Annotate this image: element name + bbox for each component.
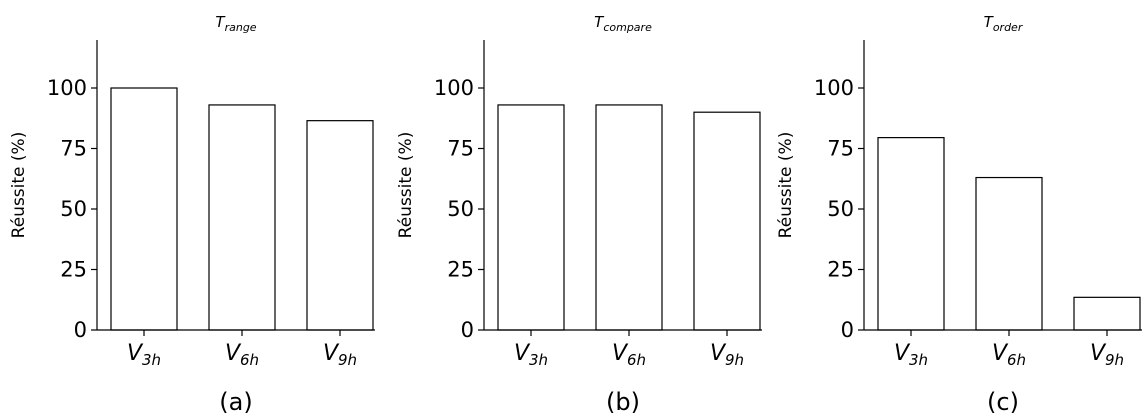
x-tick-label: V9h xyxy=(710,341,744,369)
bars xyxy=(110,87,374,331)
chart-title-sub: order xyxy=(993,21,1024,34)
y-axis-label: Réussite (%) xyxy=(9,132,29,239)
y-tick-label: 50 xyxy=(447,197,474,221)
panel-label: (a) xyxy=(219,388,252,416)
bar-V6h xyxy=(595,104,663,331)
y-tick-label: 50 xyxy=(827,197,854,221)
panel-label: (b) xyxy=(606,388,640,416)
chart-title: Tcompare xyxy=(594,13,652,34)
chart-panel-a: 0 25 50 75 100 V3h V6h V9h Trange Réussite (%)… xyxy=(9,13,375,416)
bars xyxy=(877,137,1141,331)
y-tick-label: 75 xyxy=(827,137,854,161)
y-tick-label: 25 xyxy=(447,258,474,282)
y-tick-label: 25 xyxy=(827,258,854,282)
y-tick-label: 50 xyxy=(60,197,87,221)
x-ticks: V3h V6h V9h xyxy=(514,330,744,369)
x-tick-label: V9h xyxy=(323,341,357,369)
bar-V3h xyxy=(877,137,945,331)
chart-title-sub: compare xyxy=(603,21,652,34)
chart-panel-c: 0 25 50 75 100 V3h V6h V9h Torder Réussite (%)… xyxy=(776,13,1142,416)
bar-V9h xyxy=(306,120,374,331)
y-ticks: 0 25 50 75 100 xyxy=(47,76,97,342)
chart-title-sub: range xyxy=(225,21,257,34)
bar-V3h xyxy=(110,87,178,331)
x-ticks: V3h V6h V9h xyxy=(894,330,1124,369)
chart-title: Torder xyxy=(984,13,1024,34)
chart-title-main: T xyxy=(215,13,226,31)
bar-V9h xyxy=(1073,296,1141,331)
bars xyxy=(497,104,761,331)
y-tick-label: 25 xyxy=(60,258,87,282)
x-tick-label: V6h xyxy=(612,341,646,369)
bar-V6h xyxy=(208,104,276,331)
y-tick-label: 0 xyxy=(461,318,474,342)
chart-title-main: T xyxy=(594,13,605,31)
y-axis-label: Réussite (%) xyxy=(776,132,796,239)
chart-title: Trange xyxy=(215,13,256,34)
x-tick-label: V6h xyxy=(225,341,259,369)
y-ticks: 0 25 50 75 100 xyxy=(814,76,864,342)
y-ticks: 0 25 50 75 100 xyxy=(434,76,484,342)
chart-panel-b: 0 25 50 75 100 V3h V6h V9h Tcompare Réussite (… xyxy=(396,13,762,416)
bar-V3h xyxy=(497,104,565,331)
x-tick-label: V9h xyxy=(1090,341,1124,369)
y-tick-label: 100 xyxy=(47,76,87,100)
x-ticks: V3h V6h V9h xyxy=(127,330,357,369)
bar-V9h xyxy=(693,111,761,331)
panel-label: (c) xyxy=(987,388,1019,416)
y-axis-label: Réussite (%) xyxy=(396,132,416,239)
x-tick-label: V6h xyxy=(992,341,1026,369)
bar-V6h xyxy=(975,176,1043,331)
y-tick-label: 75 xyxy=(447,137,474,161)
y-tick-label: 100 xyxy=(814,76,854,100)
y-tick-label: 0 xyxy=(74,318,87,342)
y-tick-label: 0 xyxy=(841,318,854,342)
y-tick-label: 75 xyxy=(60,137,87,161)
y-tick-label: 100 xyxy=(434,76,474,100)
x-tick-label: V3h xyxy=(127,341,161,369)
x-tick-label: V3h xyxy=(894,341,928,369)
x-tick-label: V3h xyxy=(514,341,548,369)
chart-title-main: T xyxy=(984,13,995,31)
